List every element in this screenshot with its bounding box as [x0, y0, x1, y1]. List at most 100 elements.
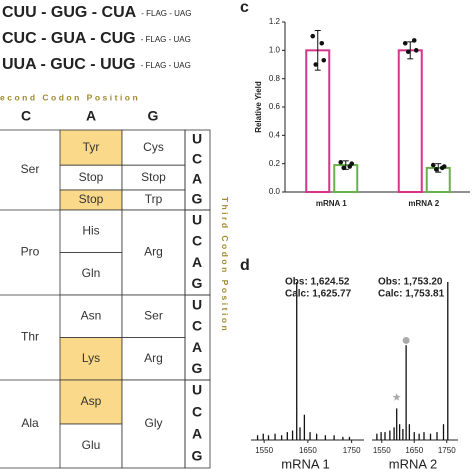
- third-base: C: [192, 151, 202, 167]
- amino-acid: Gly: [145, 416, 163, 430]
- mass-annotation: Calc: 1,625.77: [285, 289, 352, 300]
- y-tick-label: 0.2: [269, 159, 281, 168]
- peak-marker: [402, 336, 410, 344]
- third-base: U: [192, 211, 202, 227]
- x-tick-label: mRNA 1: [316, 199, 347, 208]
- y-tick-label: 0.6: [269, 102, 281, 111]
- data-point: [441, 164, 447, 169]
- y-axis-label: Relative Yield: [254, 81, 263, 133]
- data-point: [321, 57, 327, 63]
- mass-annotation: Obs: 1,624.52: [285, 277, 350, 288]
- codon-tail: - FLAG - UAG: [141, 35, 191, 44]
- panel-label: c: [240, 0, 249, 16]
- column-header: G: [148, 108, 159, 124]
- amino-acid: Stop: [79, 170, 104, 184]
- y-tick-label: 1.0: [269, 45, 281, 54]
- mass-annotation: Calc: 1,753.81: [378, 289, 445, 300]
- bar: [397, 49, 423, 194]
- amino-acid: Arg: [144, 351, 163, 365]
- amino-acid: Stop: [79, 192, 104, 206]
- third-base: U: [192, 131, 202, 147]
- data-point: [405, 49, 411, 55]
- table-cell: [121, 337, 186, 381]
- y-tick-label: 0.4: [269, 130, 281, 139]
- data-point: [433, 167, 439, 172]
- column-header: C: [21, 108, 31, 124]
- table-cell: [121, 294, 186, 338]
- third-base: A: [192, 254, 202, 270]
- table-cell: [59, 164, 123, 191]
- first-base-aa: Pro: [21, 245, 40, 259]
- data-point: [341, 165, 347, 171]
- third-base: A: [192, 339, 202, 355]
- data-point: [411, 38, 417, 43]
- amino-acid: Stop: [141, 170, 166, 184]
- third-base: U: [192, 382, 202, 398]
- mass-annotation: Obs: 1,753.20: [378, 277, 443, 288]
- data-point: [402, 40, 408, 46]
- y-tick-label: 1.2: [269, 17, 281, 26]
- amino-acid: Ser: [144, 308, 163, 322]
- data-point: [430, 162, 436, 168]
- codon-tail: - FLAG - UAG: [141, 9, 191, 18]
- third-base: C: [192, 233, 202, 249]
- third-base: C: [192, 318, 202, 334]
- amino-acid: Trp: [145, 192, 163, 206]
- x-tick-label: mRNA 2: [408, 199, 439, 208]
- third-base: G: [192, 448, 203, 464]
- table-cell: [59, 337, 123, 381]
- table-cell: [59, 294, 123, 338]
- third-base: A: [192, 171, 202, 187]
- third-base: C: [192, 404, 202, 420]
- spectrum-label: mRNA 1: [281, 456, 329, 471]
- panel-label: d: [240, 257, 250, 274]
- y-tick-label: 0.0: [269, 187, 281, 196]
- amino-acid: Glu: [82, 438, 101, 452]
- codon-line: CUC - GUA - CUG: [2, 30, 136, 47]
- column-header: A: [86, 108, 96, 124]
- amino-acid: Cys: [143, 140, 164, 154]
- third-base: G: [192, 360, 203, 376]
- third-base: A: [192, 426, 202, 442]
- spectrum-label: mRNA 2: [389, 456, 437, 471]
- peak-marker: [392, 393, 401, 401]
- x-tick-label: 1750: [343, 446, 361, 455]
- codon-tail: - FLAG - UAG: [141, 61, 191, 70]
- table-cell: [59, 129, 123, 166]
- first-base-aa: Ala: [21, 416, 39, 430]
- x-tick-label: 1550: [255, 446, 273, 455]
- x-tick-label: 1550: [373, 446, 391, 455]
- data-point: [338, 159, 344, 165]
- first-base-aa: Ser: [21, 162, 40, 176]
- table-cell: [121, 379, 186, 469]
- y-tick-label: 0.8: [269, 74, 281, 83]
- third-base: G: [192, 275, 203, 291]
- amino-acid: Asn: [81, 308, 102, 322]
- amino-acid: Lys: [82, 351, 100, 365]
- x-tick-label: 1650: [299, 446, 317, 455]
- amino-acid: Tyr: [83, 140, 100, 154]
- amino-acid: Arg: [144, 245, 163, 259]
- x-tick-label: 1750: [438, 446, 456, 455]
- table-cell: [121, 129, 186, 166]
- codon-line: CUU - GUG - CUA: [2, 4, 137, 21]
- codon-line: UUA - GUC - UUG: [2, 56, 136, 73]
- data-point: [313, 62, 319, 67]
- third-base: G: [192, 191, 203, 207]
- first-base-aa: Thr: [21, 330, 39, 344]
- x-tick-label: 1650: [405, 446, 423, 455]
- data-point: [310, 33, 316, 39]
- data-point: [349, 161, 355, 166]
- third-box: [184, 379, 211, 469]
- amino-acid: Gln: [82, 266, 101, 280]
- data-point: [413, 48, 419, 53]
- bar: [305, 49, 331, 194]
- table-cell: [59, 423, 123, 469]
- data-point: [319, 40, 325, 46]
- second-position-title: econd Codon Position: [0, 92, 140, 102]
- third-base: U: [192, 296, 202, 312]
- third-position-title: Third Codon Position: [220, 197, 230, 333]
- amino-acid: Asp: [81, 394, 102, 408]
- table-cell: [59, 209, 123, 253]
